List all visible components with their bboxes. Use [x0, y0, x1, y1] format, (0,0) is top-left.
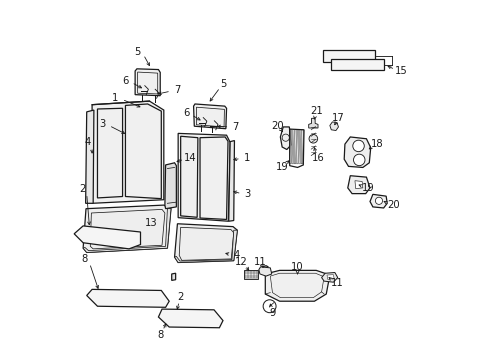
Polygon shape	[164, 163, 176, 209]
Polygon shape	[280, 127, 290, 149]
Text: 1: 1	[243, 153, 249, 163]
Text: 17: 17	[331, 113, 344, 123]
Polygon shape	[289, 130, 291, 164]
Text: 6: 6	[183, 108, 189, 118]
Polygon shape	[347, 176, 369, 194]
Polygon shape	[308, 118, 317, 128]
Polygon shape	[244, 270, 258, 279]
Text: 8: 8	[157, 330, 163, 340]
Text: 11: 11	[253, 257, 266, 267]
Polygon shape	[83, 209, 171, 252]
Polygon shape	[298, 130, 301, 164]
Circle shape	[352, 140, 364, 152]
Circle shape	[308, 134, 317, 143]
Text: 16: 16	[311, 153, 324, 163]
Polygon shape	[158, 309, 223, 328]
Polygon shape	[228, 140, 234, 221]
Text: 4: 4	[233, 250, 239, 260]
Text: 21: 21	[309, 106, 322, 116]
Polygon shape	[74, 226, 140, 249]
Polygon shape	[323, 50, 375, 62]
Polygon shape	[92, 101, 163, 203]
Text: 2: 2	[79, 184, 85, 194]
Polygon shape	[258, 267, 271, 276]
Polygon shape	[344, 137, 370, 167]
Polygon shape	[86, 289, 169, 307]
Text: 12: 12	[235, 257, 247, 267]
Polygon shape	[174, 230, 237, 262]
Text: 19: 19	[275, 162, 288, 172]
Text: 18: 18	[370, 139, 383, 149]
Text: 14: 14	[183, 153, 196, 163]
Text: 20: 20	[271, 121, 283, 131]
Text: 3: 3	[100, 119, 106, 129]
Text: 2: 2	[177, 292, 183, 302]
Polygon shape	[326, 275, 333, 279]
Polygon shape	[354, 181, 362, 189]
Polygon shape	[291, 130, 293, 164]
Text: 15: 15	[394, 66, 407, 76]
Polygon shape	[193, 104, 226, 129]
Polygon shape	[178, 134, 230, 221]
Polygon shape	[296, 130, 298, 164]
Text: 7: 7	[174, 85, 180, 95]
Text: 20: 20	[386, 200, 399, 210]
Text: 5: 5	[134, 47, 141, 57]
Polygon shape	[171, 273, 175, 280]
Text: 6: 6	[122, 76, 128, 86]
Polygon shape	[369, 194, 386, 208]
Polygon shape	[301, 130, 303, 164]
Text: 7: 7	[232, 122, 238, 132]
Polygon shape	[321, 273, 337, 282]
Text: 13: 13	[144, 218, 157, 228]
Circle shape	[263, 300, 276, 313]
Text: 10: 10	[291, 262, 303, 272]
Text: 5: 5	[220, 79, 226, 89]
Polygon shape	[329, 122, 338, 131]
Text: 8: 8	[81, 254, 88, 264]
Text: 4: 4	[84, 138, 90, 147]
Circle shape	[375, 197, 382, 204]
Polygon shape	[135, 69, 160, 96]
Polygon shape	[330, 59, 384, 70]
Polygon shape	[265, 270, 329, 301]
Polygon shape	[83, 205, 171, 252]
Text: 9: 9	[269, 309, 275, 318]
Polygon shape	[174, 224, 237, 262]
Text: 11: 11	[330, 278, 343, 288]
Text: 3: 3	[244, 189, 250, 199]
Polygon shape	[294, 130, 296, 164]
Text: 19: 19	[361, 183, 374, 193]
Text: 1: 1	[112, 93, 119, 103]
Polygon shape	[85, 110, 94, 203]
Circle shape	[353, 154, 364, 166]
